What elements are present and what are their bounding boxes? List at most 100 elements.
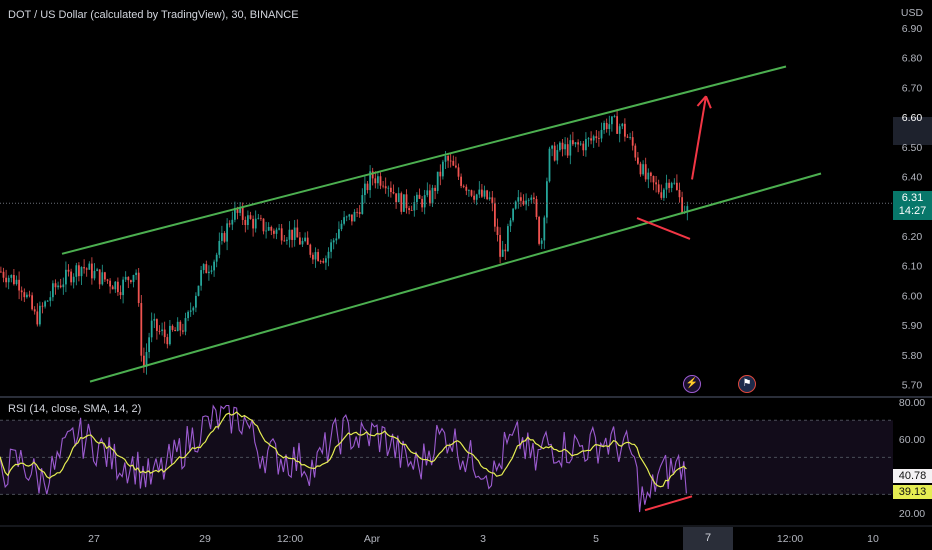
drawn-arrow: [691, 96, 707, 180]
last-price-tag: 6.31 14:27: [893, 191, 932, 220]
candle-body: [600, 129, 603, 139]
candle-body: [416, 194, 418, 203]
candle-body: [20, 290, 23, 293]
candle-body: [200, 270, 202, 286]
candle-body: [527, 199, 530, 201]
time-tick-label: 12:00: [277, 533, 303, 545]
candle-body: [486, 190, 488, 200]
bar-countdown: 14:27: [898, 205, 927, 217]
time-tick-label: Apr: [364, 533, 381, 545]
candle-body: [332, 240, 335, 243]
candle-body: [239, 207, 241, 213]
candle-body: [616, 116, 618, 134]
candle-body: [41, 305, 44, 307]
candle-body: [98, 269, 101, 285]
candle-body: [231, 219, 234, 225]
candle-body: [405, 194, 408, 209]
candle-body: [577, 142, 579, 145]
candle-body: [579, 143, 582, 145]
candle-body: [184, 318, 187, 332]
candle-body: [70, 271, 72, 283]
candle-body: [161, 329, 163, 331]
candle-body: [325, 258, 327, 263]
rsi-tick-label: 80.00: [899, 397, 925, 409]
rsi-tick-label: 60.00: [899, 434, 925, 446]
candle-body: [111, 286, 114, 290]
candle-body: [150, 320, 153, 338]
price-tick-label: 6.00: [902, 290, 923, 302]
price-tick-label: 5.70: [902, 380, 923, 392]
x-axis-highlight-tag: 7: [683, 527, 733, 550]
candle-body: [530, 197, 533, 200]
candle-body: [156, 319, 158, 331]
candle-body: [338, 229, 340, 239]
candle-body: [135, 272, 137, 275]
candle-body: [418, 194, 421, 199]
candle-body: [556, 150, 559, 161]
price-tick-label: 5.90: [902, 320, 923, 332]
candle-body: [130, 280, 132, 283]
candle-body: [327, 251, 330, 259]
candle-body: [665, 182, 668, 190]
candle-body: [208, 271, 210, 274]
candle-body: [343, 217, 345, 224]
rsi-trendline: [644, 495, 693, 512]
candle-body: [179, 321, 182, 331]
candle-body: [426, 190, 429, 196]
candle-body: [374, 178, 377, 184]
candle-body: [356, 211, 358, 213]
candle-body: [234, 207, 236, 220]
candle-body: [101, 272, 104, 285]
candle-body: [629, 137, 631, 138]
candle-body: [540, 240, 543, 244]
candle-body: [465, 186, 468, 191]
candle-body: [223, 233, 226, 242]
candle-body: [660, 192, 663, 198]
price-tick-label: 6.50: [902, 142, 923, 154]
candle-body: [603, 122, 605, 130]
candle-body: [439, 171, 442, 177]
lightning-event-icon[interactable]: ⚡: [683, 375, 701, 393]
candle-body: [413, 202, 416, 211]
candle-body: [293, 227, 296, 240]
candle-body: [31, 295, 33, 310]
candle-body: [566, 144, 569, 156]
candle-body: [28, 294, 31, 296]
candle-body: [18, 279, 20, 291]
candle-body: [676, 182, 678, 190]
candle-body: [314, 252, 317, 260]
candle-body: [444, 156, 447, 162]
rsi-tick-label: 20.00: [899, 508, 925, 520]
candle-body: [351, 214, 353, 222]
candle-body: [626, 136, 629, 138]
candle-body: [642, 164, 644, 175]
candle-body: [447, 156, 449, 161]
rsi-sma-line: [0, 411, 687, 488]
time-tick-label: 5: [593, 533, 599, 545]
candle-body: [288, 229, 291, 240]
price-tick-label: 6.90: [902, 23, 923, 35]
candle-body: [78, 265, 80, 277]
candle-body: [488, 197, 491, 200]
candle-body: [236, 207, 239, 213]
candle-body: [605, 122, 608, 129]
candle-body: [322, 261, 325, 263]
candle-body: [91, 263, 93, 279]
candle-body: [548, 148, 551, 182]
us-flag-event-icon[interactable]: ⚑: [738, 375, 756, 393]
candle-body: [587, 138, 590, 140]
candle-body: [72, 276, 75, 283]
candle-body: [559, 142, 561, 151]
candle-body: [23, 292, 26, 298]
candle-body: [499, 235, 501, 257]
candle-body: [54, 283, 57, 288]
candle-body: [280, 228, 283, 241]
candle-body: [13, 274, 15, 285]
candle-body: [119, 292, 122, 296]
candle-body: [187, 311, 189, 319]
candle-body: [137, 272, 140, 304]
drawn-arrow-head: [696, 95, 707, 107]
candle-body: [15, 279, 18, 285]
candle-body: [429, 190, 431, 204]
